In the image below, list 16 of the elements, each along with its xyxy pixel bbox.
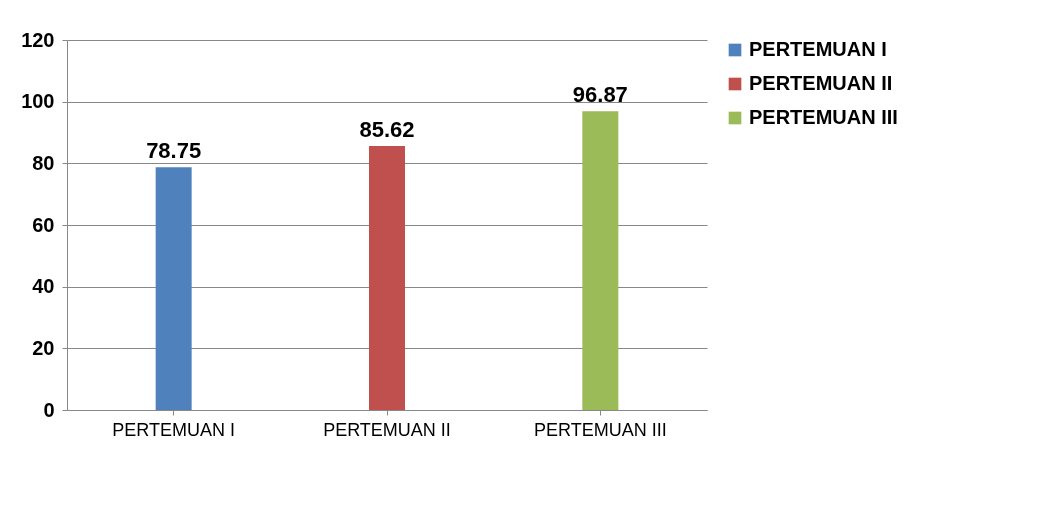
- legend-label: PERTEMUAN III: [749, 106, 898, 128]
- y-tick-label: 60: [32, 213, 55, 236]
- y-tick-label: 0: [43, 398, 55, 421]
- y-tick-label: 120: [21, 28, 55, 51]
- x-tick-label: PERTEMUAN III: [533, 419, 667, 440]
- y-tick-label: 40: [32, 275, 55, 298]
- data-label: 85.62: [359, 117, 415, 143]
- y-tick-label: 80: [32, 151, 55, 174]
- y-tick-label: 20: [32, 336, 55, 359]
- data-label: 96.87: [572, 82, 628, 108]
- data-label: 78.75: [146, 138, 202, 164]
- y-tick-label: 100: [21, 90, 55, 113]
- legend-label: PERTEMUAN I: [749, 38, 887, 60]
- x-tick-label: PERTEMUAN II: [323, 419, 451, 440]
- x-tick-label: PERTEMUAN I: [112, 419, 236, 440]
- legend-label: PERTEMUAN II: [749, 72, 893, 94]
